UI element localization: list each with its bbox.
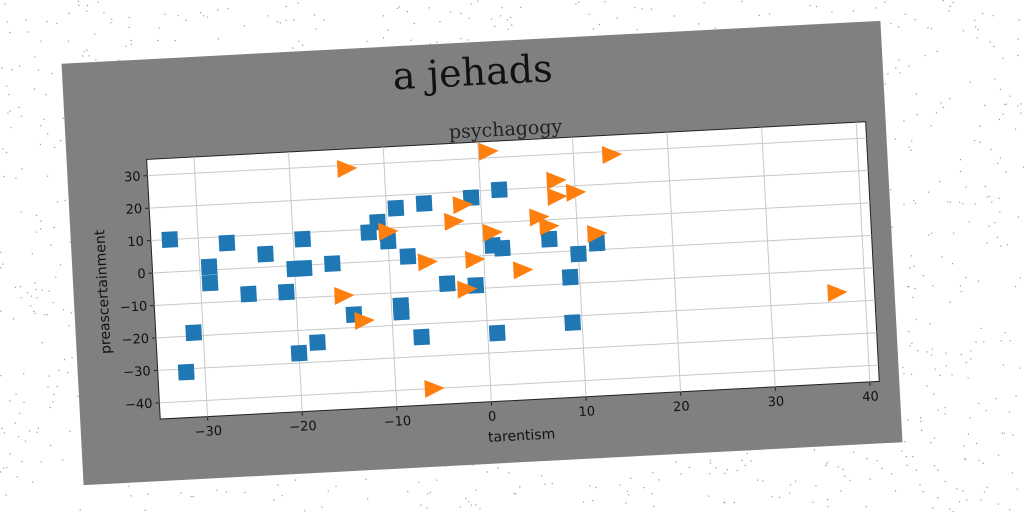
series-1-point (415, 195, 433, 212)
x-tick-label: −30 (194, 424, 222, 440)
series-1-point (185, 324, 203, 342)
series-1-point (290, 344, 308, 362)
x-grid-line (571, 137, 587, 397)
series-1-point (564, 314, 582, 332)
series-1-point (295, 259, 313, 277)
series-2-point (444, 212, 465, 231)
x-grid-line (382, 147, 398, 407)
y-tick-label: −20 (121, 332, 149, 348)
x-grid-line (761, 127, 776, 387)
y-grid-line (157, 332, 877, 371)
series-2-point (547, 188, 568, 206)
y-tick-label: −40 (125, 397, 153, 413)
series-2-point (539, 217, 560, 236)
series-1-point (277, 283, 295, 301)
series-2-point (378, 222, 399, 241)
x-tick-label: −20 (289, 419, 317, 435)
x-tick-label: 40 (862, 389, 879, 405)
x-tick-label: −10 (383, 414, 411, 430)
y-grid-line (154, 267, 874, 306)
series-2-point (417, 253, 439, 272)
x-grid-line (666, 132, 682, 392)
grid-lines (147, 122, 879, 417)
y-grid-line (152, 234, 872, 274)
series-2-point (529, 208, 550, 227)
y-grid-line (150, 202, 870, 242)
series-1-point (218, 234, 236, 252)
series-1-point (387, 199, 405, 217)
x-grid-line (288, 151, 303, 412)
series-2-point (457, 280, 478, 299)
series-2-point (601, 146, 623, 165)
plot-area (146, 121, 880, 420)
x-tick-label: 10 (578, 404, 595, 420)
series-2-point (334, 287, 355, 306)
series-1-point (257, 245, 274, 263)
y-grid-line (155, 299, 876, 339)
y-tick-label: 0 (137, 267, 146, 282)
series-1-point (161, 231, 179, 248)
series-1-point (490, 181, 508, 199)
series-1-point (561, 268, 579, 286)
x-tick-label: 0 (488, 409, 497, 424)
y-tick-label: 30 (124, 170, 141, 186)
series-1-point (309, 334, 326, 351)
x-tick-label: 20 (673, 399, 690, 415)
y-grid-line (159, 364, 879, 404)
series-2-point (424, 379, 445, 398)
series-1-point (488, 324, 506, 342)
x-grid-line (855, 122, 871, 382)
series-2-point (464, 250, 486, 269)
y-grid-line (147, 137, 867, 177)
series-2-point (827, 283, 848, 302)
x-tick-label: 30 (767, 394, 784, 410)
series-1-point (438, 275, 456, 293)
y-axis-label: preascertainment (92, 229, 115, 355)
series-1-point (294, 230, 312, 248)
series-1-point (413, 328, 430, 346)
chart-figure: a jehads −30 −20 −10 0 10 20 30 40 −40 −30 −20 −10… (61, 20, 903, 486)
series-1-point (177, 363, 195, 381)
series-1-point (201, 274, 219, 292)
y-axis-ticks: −40 −30 −20 −10 0 10 20 30 (120, 170, 160, 413)
series-2-point (478, 142, 499, 161)
series-1-point (323, 255, 341, 273)
x-axis-label: tarentism (488, 426, 556, 446)
series-2-point (452, 196, 474, 215)
x-axis-ticks: −30 −20 −10 0 10 20 30 40 (194, 381, 879, 440)
y-grid-line (149, 169, 869, 209)
x-grid-line (193, 156, 209, 417)
y-tick-label: 20 (125, 202, 142, 218)
series-1-point (399, 247, 417, 265)
data-points (161, 142, 848, 398)
series-2-point (482, 223, 503, 242)
series-1-point (200, 258, 218, 276)
series-1-point (540, 230, 558, 248)
series-2-point (586, 224, 608, 243)
series-1-point (240, 285, 257, 303)
series-2-point (546, 171, 567, 190)
scatter-plot: −30 −20 −10 0 10 20 30 40 −40 −30 −20 −10 0 10 20 30 t… (92, 121, 880, 446)
series-2-point (336, 159, 358, 178)
series-2-point (354, 312, 375, 330)
y-tick-label: −30 (123, 364, 151, 380)
series-2-point (565, 183, 587, 202)
y-tick-label: −10 (120, 299, 148, 315)
series-1-point (493, 239, 511, 257)
series-1-point (570, 245, 587, 263)
series-1-point (392, 303, 410, 321)
x-grid-line (477, 142, 492, 402)
series-2-point (512, 261, 534, 280)
y-tick-label: 10 (127, 234, 144, 250)
